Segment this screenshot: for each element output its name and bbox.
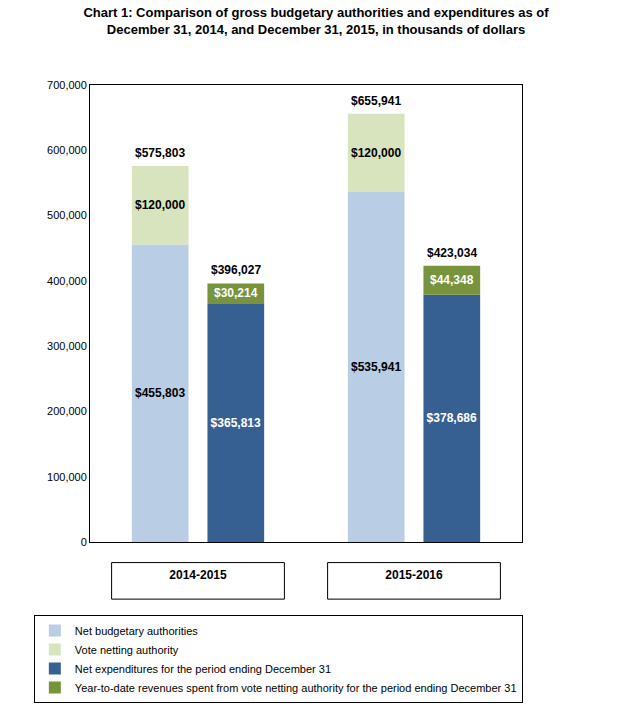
svg-text:$575,803: $575,803 xyxy=(135,146,185,160)
svg-text:$535,941: $535,941 xyxy=(351,360,401,374)
svg-text:600,000: 600,000 xyxy=(47,144,87,156)
svg-text:500,000: 500,000 xyxy=(47,209,87,221)
svg-text:700,000: 700,000 xyxy=(47,79,87,91)
svg-text:$365,813: $365,813 xyxy=(211,416,261,430)
svg-text:$396,027: $396,027 xyxy=(211,263,261,277)
svg-text:$378,686: $378,686 xyxy=(427,411,477,425)
svg-text:Net expenditures for the perio: Net expenditures for the period ending D… xyxy=(75,663,331,675)
svg-text:$455,803: $455,803 xyxy=(135,386,185,400)
svg-text:2015-2016: 2015-2016 xyxy=(385,568,443,582)
svg-text:300,000: 300,000 xyxy=(47,340,87,352)
svg-text:Net budgetary authorities: Net budgetary authorities xyxy=(75,625,198,637)
svg-text:$423,034: $423,034 xyxy=(427,246,477,260)
svg-text:2014-2015: 2014-2015 xyxy=(169,568,227,582)
svg-text:$30,214: $30,214 xyxy=(214,286,258,300)
svg-text:$120,000: $120,000 xyxy=(135,198,185,212)
svg-text:Year-to-date revenues spent fr: Year-to-date revenues spent from vote ne… xyxy=(75,682,517,694)
svg-text:400,000: 400,000 xyxy=(47,275,87,287)
svg-text:0: 0 xyxy=(81,536,87,548)
svg-text:Vote netting authority: Vote netting authority xyxy=(75,644,179,656)
svg-text:200,000: 200,000 xyxy=(47,405,87,417)
svg-text:$120,000: $120,000 xyxy=(351,146,401,160)
svg-text:$655,941: $655,941 xyxy=(351,94,401,108)
svg-text:100,000: 100,000 xyxy=(47,471,87,483)
svg-text:Chart 1: Comparison of gross b: Chart 1: Comparison of gross budgetary a… xyxy=(83,5,549,37)
svg-text:$44,348: $44,348 xyxy=(430,273,474,287)
